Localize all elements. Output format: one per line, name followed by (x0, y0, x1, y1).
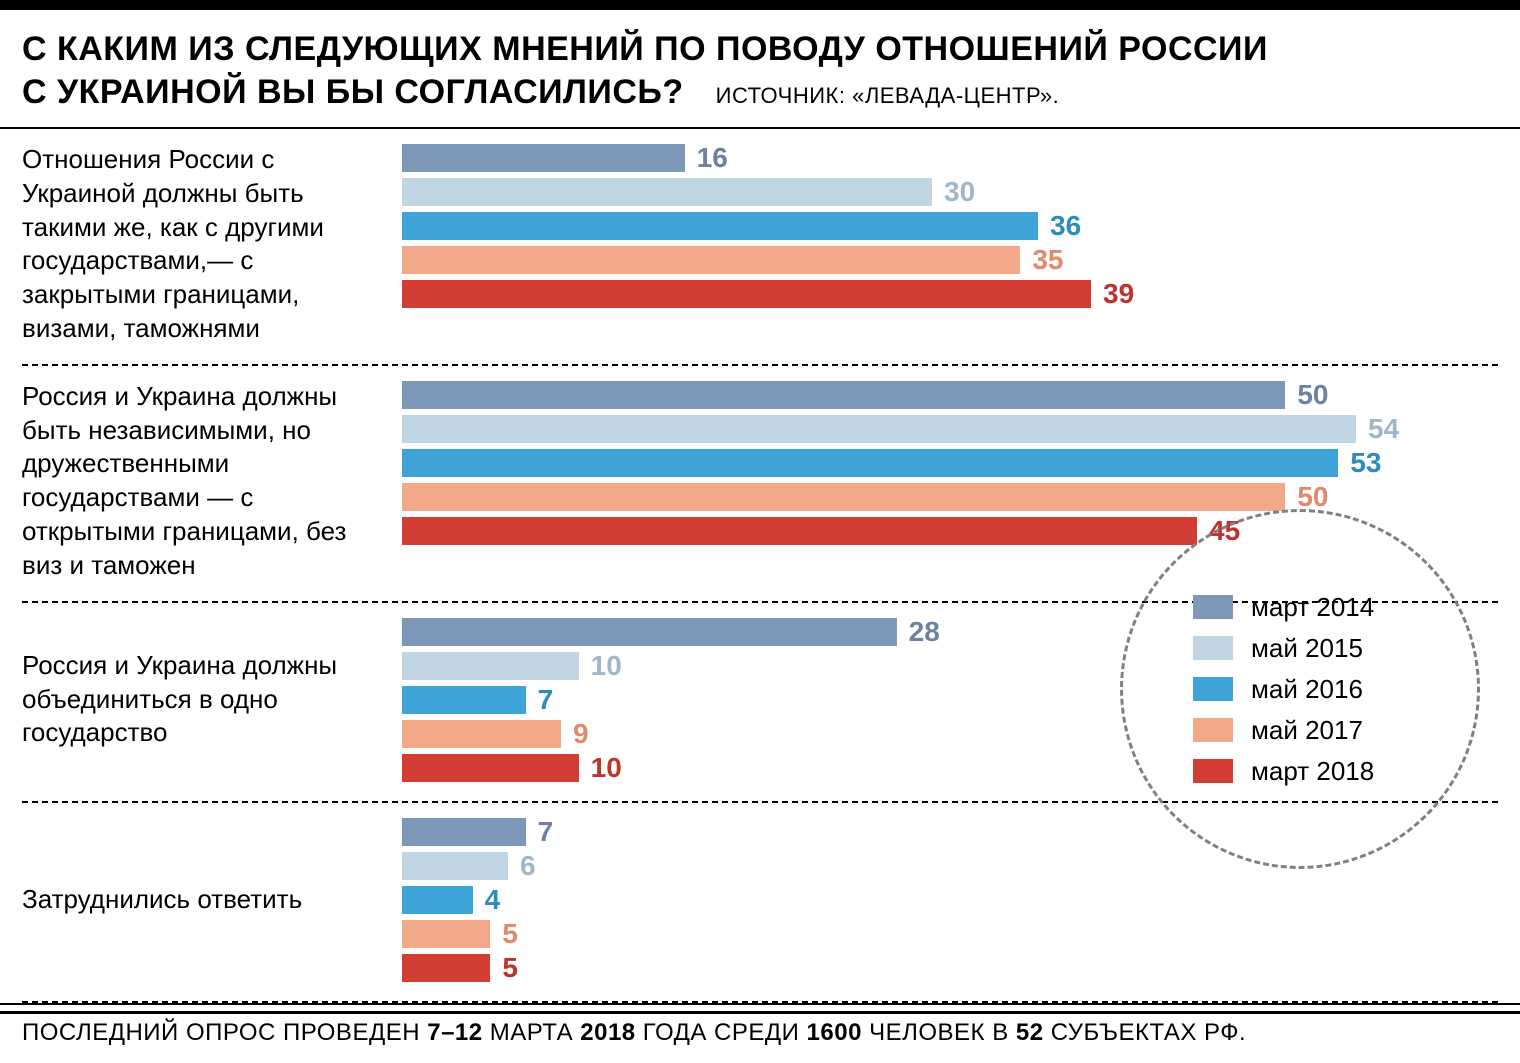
legend-item: март 2014 (1193, 592, 1477, 623)
bar-row: 36 (402, 211, 1498, 241)
question-label: Затруднились ответить (22, 817, 402, 983)
legend-label: март 2014 (1251, 592, 1374, 623)
bar-value: 35 (1032, 244, 1063, 276)
bar (402, 415, 1356, 443)
bar (402, 818, 526, 846)
bar (402, 886, 473, 914)
legend-swatch (1193, 677, 1233, 701)
bar (402, 212, 1038, 240)
bar (402, 618, 897, 646)
question-label: Россия и Украина должны быть независимым… (22, 380, 402, 583)
bar (402, 954, 490, 982)
footer-date: 7–12 (427, 1019, 482, 1046)
header: С КАКИМ ИЗ СЛЕДУЮЩИХ МНЕНИЙ ПО ПОВОДУ ОТ… (0, 10, 1520, 129)
bar-row: 50 (402, 482, 1498, 512)
footer-regions: 52 (1016, 1019, 1044, 1046)
infographic-container: С КАКИМ ИЗ СЛЕДУЮЩИХ МНЕНИЙ ПО ПОВОДУ ОТ… (0, 0, 1520, 1014)
bar-row: 39 (402, 279, 1498, 309)
bar (402, 652, 579, 680)
bar (402, 483, 1285, 511)
question-label: Отношения России с Украиной должны быть … (22, 143, 402, 346)
bar (402, 686, 526, 714)
bar-value: 36 (1050, 210, 1081, 242)
bar-value: 28 (909, 616, 940, 648)
source-label: ИСТОЧНИК: «ЛЕВАДА-ЦЕНТР». (716, 83, 1060, 109)
bar-value: 39 (1103, 278, 1134, 310)
bar-row: 4 (402, 885, 1498, 915)
bar-value: 30 (944, 176, 975, 208)
legend-label: май 2016 (1251, 674, 1363, 705)
bar (402, 517, 1197, 545)
bar (402, 449, 1338, 477)
bar-row: 30 (402, 177, 1498, 207)
footer-year: 2018 (580, 1019, 635, 1046)
footer-text: ПОСЛЕДНИЙ ОПРОС ПРОВЕДЕН (22, 1019, 427, 1046)
legend-swatch (1193, 759, 1233, 783)
bar-row: 50 (402, 380, 1498, 410)
chart-body: Отношения России с Украиной должны быть … (0, 129, 1520, 1003)
legend-swatch (1193, 636, 1233, 660)
bar-row: 54 (402, 414, 1498, 444)
bar-row: 53 (402, 448, 1498, 478)
legend-label: май 2015 (1251, 633, 1363, 664)
bar (402, 280, 1091, 308)
bar (402, 144, 685, 172)
bar (402, 852, 508, 880)
bar-value: 53 (1350, 447, 1381, 479)
bar-value: 54 (1368, 413, 1399, 445)
bar-value: 5 (502, 952, 518, 984)
bar-value: 9 (573, 718, 589, 750)
legend-item: май 2017 (1193, 715, 1477, 746)
legend-label: март 2018 (1251, 756, 1374, 787)
bar-value: 10 (591, 752, 622, 784)
bar-value: 50 (1297, 379, 1328, 411)
bar (402, 381, 1285, 409)
bar-row: 35 (402, 245, 1498, 275)
bar (402, 754, 579, 782)
bar (402, 246, 1020, 274)
legend-swatch (1193, 595, 1233, 619)
bar-value: 7 (538, 816, 554, 848)
legend: март 2014 май 2015 май 2016 май 2017 март 20… (1120, 509, 1480, 869)
title-line1: С КАКИМ ИЗ СЛЕДУЮЩИХ МНЕНИЙ ПО ПОВОДУ ОТ… (22, 28, 1498, 71)
footer-n: 1600 (807, 1019, 862, 1046)
bar-row: 16 (402, 143, 1498, 173)
bar (402, 720, 561, 748)
bars-column: 16 30 3635 39 (402, 143, 1498, 346)
question-group: Отношения России с Украиной должны быть … (22, 129, 1498, 366)
legend-item: май 2015 (1193, 633, 1477, 664)
legend-item: май 2016 (1193, 674, 1477, 705)
bar-value: 50 (1297, 481, 1328, 513)
bar (402, 920, 490, 948)
question-label: Россия и Украина должны объединиться в о… (22, 617, 402, 783)
legend-swatch (1193, 718, 1233, 742)
footer-note: ПОСЛЕДНИЙ ОПРОС ПРОВЕДЕН 7–12 МАРТА 2018… (0, 1003, 1520, 1063)
title-line2: С УКРАИНОЙ ВЫ БЫ СОГЛАСИЛИСЬ? (22, 71, 684, 114)
bar (402, 178, 932, 206)
bar-value: 7 (538, 684, 554, 716)
bar-value: 5 (502, 918, 518, 950)
bar-value: 10 (591, 650, 622, 682)
bar-value: 6 (520, 850, 536, 882)
bar-row: 5 (402, 953, 1498, 983)
bar-row: 5 (402, 919, 1498, 949)
bar-value: 4 (485, 884, 501, 916)
bar-value: 16 (697, 142, 728, 174)
legend-item: март 2018 (1193, 756, 1477, 787)
legend-label: май 2017 (1251, 715, 1363, 746)
